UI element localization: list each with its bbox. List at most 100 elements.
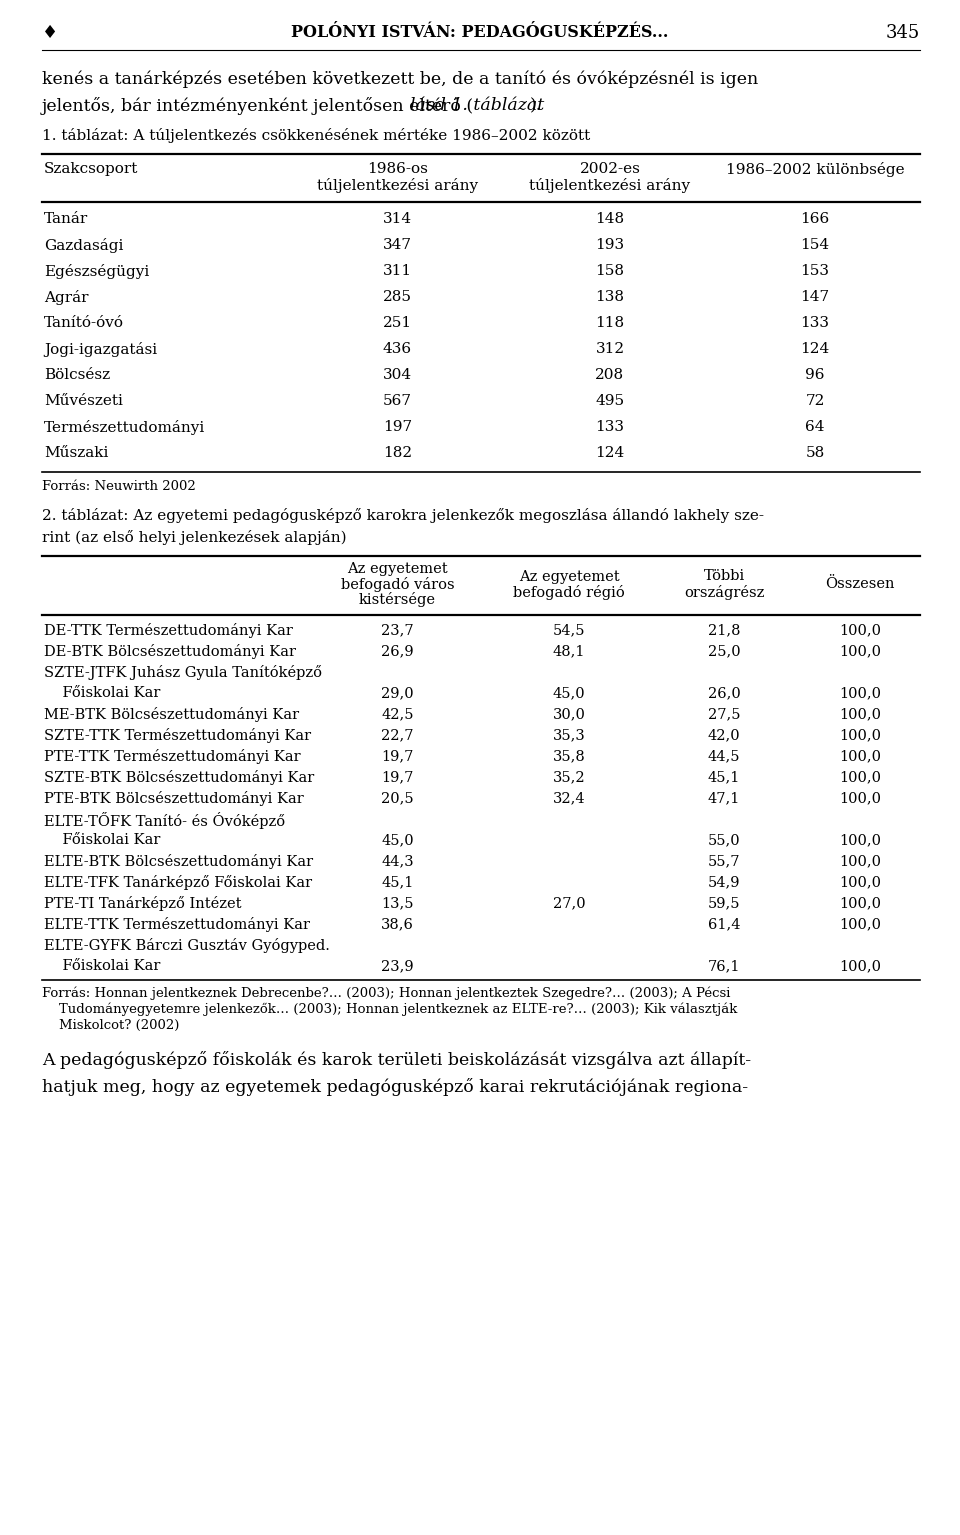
Text: Jogi-igazgatási: Jogi-igazgatási (44, 342, 157, 358)
Text: Tudományegyetemre jelenkezők… (2003); Honnan jelentkeznek az ELTE-re?… (2003); K: Tudományegyetemre jelenkezők… (2003); Ho… (42, 1002, 737, 1016)
Text: 27,5: 27,5 (708, 708, 740, 721)
Text: 166: 166 (801, 212, 829, 226)
Text: 55,7: 55,7 (708, 853, 740, 867)
Text: 154: 154 (801, 238, 829, 252)
Text: Természettudományi: Természettudományi (44, 421, 205, 434)
Text: 26,0: 26,0 (708, 686, 740, 700)
Text: 96: 96 (805, 368, 825, 382)
Text: 54,5: 54,5 (553, 623, 586, 637)
Text: DE-TTK Természettudományi Kar: DE-TTK Természettudományi Kar (44, 623, 293, 639)
Text: 148: 148 (595, 212, 625, 226)
Text: 22,7: 22,7 (381, 728, 414, 741)
Text: 64: 64 (805, 421, 825, 434)
Text: 347: 347 (383, 238, 412, 252)
Text: Tanító-óvó: Tanító-óvó (44, 316, 124, 330)
Text: 208: 208 (595, 368, 625, 382)
Text: ♦: ♦ (42, 25, 59, 41)
Text: 100,0: 100,0 (839, 623, 881, 637)
Text: 42,0: 42,0 (708, 728, 740, 741)
Text: lásd 1. táblázat: lásd 1. táblázat (410, 97, 543, 114)
Text: ELTE-TŐFK Tanító- és Óvóképző: ELTE-TŐFK Tanító- és Óvóképző (44, 812, 285, 829)
Text: 100,0: 100,0 (839, 875, 881, 889)
Text: 45,0: 45,0 (381, 834, 414, 847)
Text: 182: 182 (383, 447, 412, 460)
Text: Miskolcot? (2002): Miskolcot? (2002) (42, 1019, 180, 1032)
Text: Forrás: Neuwirth 2002: Forrás: Neuwirth 2002 (42, 480, 196, 493)
Text: Összesen: Összesen (826, 577, 895, 591)
Text: Főiskolai Kar: Főiskolai Kar (44, 686, 160, 700)
Text: 35,2: 35,2 (553, 771, 586, 784)
Text: 2002-es: 2002-es (580, 163, 640, 177)
Text: 124: 124 (801, 342, 829, 356)
Text: 1986–2002 különbsége: 1986–2002 különbsége (726, 163, 904, 177)
Text: 44,5: 44,5 (708, 749, 740, 763)
Text: túljelentkezési arány: túljelentkezési arány (317, 178, 478, 193)
Text: PTE-TTK Természettudományi Kar: PTE-TTK Természettudományi Kar (44, 749, 300, 764)
Text: SZTE-BTK Bölcsészettudományi Kar: SZTE-BTK Bölcsészettudományi Kar (44, 771, 314, 784)
Text: A pedagógusképző főiskolák és karok területi beiskolázását vizsgálva azt állapít: A pedagógusképző főiskolák és karok terü… (42, 1051, 751, 1068)
Text: 158: 158 (595, 264, 625, 278)
Text: hatjuk meg, hogy az egyetemek pedagógusképző karai rekrutációjának regiona-: hatjuk meg, hogy az egyetemek pedagógusk… (42, 1078, 748, 1096)
Text: 19,7: 19,7 (381, 749, 414, 763)
Text: 100,0: 100,0 (839, 834, 881, 847)
Text: Szakcsoport: Szakcsoport (44, 163, 138, 177)
Text: befogadó régió: befogadó régió (514, 585, 625, 600)
Text: Forrás: Honnan jelentkeznek Debrecenbe?… (2003); Honnan jelentkeztek Szegedre?… : Forrás: Honnan jelentkeznek Debrecenbe?…… (42, 987, 731, 1001)
Text: 25,0: 25,0 (708, 645, 740, 659)
Text: 100,0: 100,0 (839, 916, 881, 932)
Text: 27,0: 27,0 (553, 896, 586, 910)
Text: Az egyetemet: Az egyetemet (518, 569, 619, 583)
Text: 29,0: 29,0 (381, 686, 414, 700)
Text: 59,5: 59,5 (708, 896, 740, 910)
Text: 312: 312 (595, 342, 625, 356)
Text: 21,8: 21,8 (708, 623, 740, 637)
Text: kistérsége: kistérsége (359, 593, 436, 606)
Text: 133: 133 (595, 421, 625, 434)
Text: Bölcsész: Bölcsész (44, 368, 110, 382)
Text: 314: 314 (383, 212, 412, 226)
Text: 100,0: 100,0 (839, 728, 881, 741)
Text: Tanár: Tanár (44, 212, 88, 226)
Text: PTE-BTK Bölcsészettudományi Kar: PTE-BTK Bölcsészettudományi Kar (44, 791, 303, 806)
Text: 76,1: 76,1 (708, 959, 740, 973)
Text: 100,0: 100,0 (839, 749, 881, 763)
Text: 47,1: 47,1 (708, 791, 740, 804)
Text: 42,5: 42,5 (381, 708, 414, 721)
Text: befogadó város: befogadó város (341, 577, 454, 593)
Text: 285: 285 (383, 290, 412, 304)
Text: DE-BTK Bölcsészettudományi Kar: DE-BTK Bölcsészettudományi Kar (44, 645, 296, 659)
Text: országrész: országrész (684, 585, 764, 600)
Text: ).: ). (530, 97, 541, 114)
Text: 45,0: 45,0 (553, 686, 586, 700)
Text: PTE-TI Tanárképző Intézet: PTE-TI Tanárképző Intézet (44, 896, 242, 910)
Text: 100,0: 100,0 (839, 959, 881, 973)
Text: 45,1: 45,1 (381, 875, 414, 889)
Text: 38,6: 38,6 (381, 916, 414, 932)
Text: jelentős, bár intézményenként jelentősen eltérő (: jelentős, bár intézményenként jelentősen… (42, 97, 474, 115)
Text: 35,8: 35,8 (553, 749, 586, 763)
Text: 48,1: 48,1 (553, 645, 586, 659)
Text: 495: 495 (595, 394, 625, 408)
Text: 2. táblázat: Az egyetemi pedagógusképző karokra jelenkezők megoszlása állandó la: 2. táblázat: Az egyetemi pedagógusképző … (42, 508, 764, 523)
Text: 100,0: 100,0 (839, 686, 881, 700)
Text: Agrár: Agrár (44, 290, 88, 305)
Text: 54,9: 54,9 (708, 875, 740, 889)
Text: Művészeti: Művészeti (44, 394, 123, 408)
Text: Főiskolai Kar: Főiskolai Kar (44, 959, 160, 973)
Text: kenés a tanárképzés esetében következett be, de a tanító és óvóképzésnél is igen: kenés a tanárképzés esetében következett… (42, 71, 758, 87)
Text: 55,0: 55,0 (708, 834, 740, 847)
Text: 23,9: 23,9 (381, 959, 414, 973)
Text: 100,0: 100,0 (839, 791, 881, 804)
Text: 44,3: 44,3 (381, 853, 414, 867)
Text: ELTE-TTK Természettudományi Kar: ELTE-TTK Természettudományi Kar (44, 916, 310, 932)
Text: 23,7: 23,7 (381, 623, 414, 637)
Text: Egészségügyi: Egészségügyi (44, 264, 149, 279)
Text: 193: 193 (595, 238, 625, 252)
Text: 304: 304 (383, 368, 412, 382)
Text: ELTE-TFK Tanárképző Főiskolai Kar: ELTE-TFK Tanárképző Főiskolai Kar (44, 875, 312, 890)
Text: 58: 58 (805, 447, 825, 460)
Text: 133: 133 (801, 316, 829, 330)
Text: 251: 251 (383, 316, 412, 330)
Text: 61,4: 61,4 (708, 916, 740, 932)
Text: 30,0: 30,0 (553, 708, 586, 721)
